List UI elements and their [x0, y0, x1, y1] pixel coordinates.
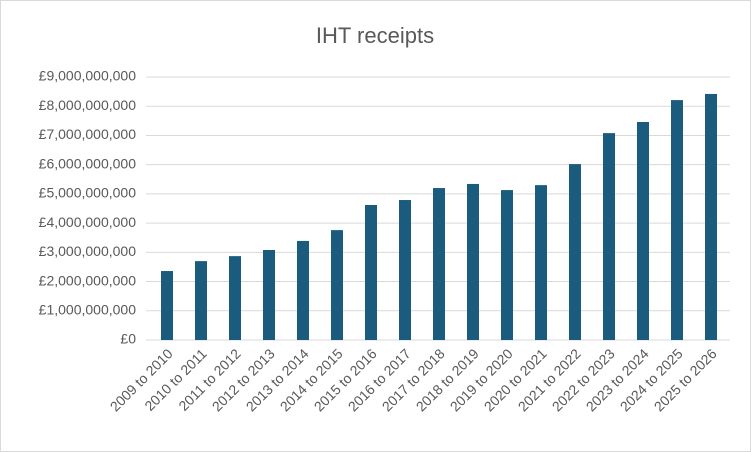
y-tick-label: £2,000,000,000	[39, 272, 137, 288]
y-tick-label: £1,000,000,000	[39, 301, 137, 317]
bar	[195, 261, 207, 340]
y-tick-label: £9,000,000,000	[39, 68, 137, 84]
bar	[263, 249, 275, 340]
chart-title: IHT receipts	[316, 23, 434, 48]
bar	[671, 100, 683, 340]
bar	[603, 133, 615, 340]
y-tick-label: £6,000,000,000	[39, 155, 137, 171]
bar	[467, 183, 479, 340]
bar	[399, 200, 411, 340]
bar	[365, 204, 377, 340]
bar	[161, 271, 173, 340]
bar	[569, 164, 581, 340]
y-tick-label: £3,000,000,000	[39, 243, 137, 259]
y-tick-label: £5,000,000,000	[39, 185, 137, 201]
bar	[637, 122, 649, 340]
bar	[501, 190, 513, 340]
y-tick-label: £8,000,000,000	[39, 97, 137, 113]
bar	[535, 185, 547, 340]
y-tick-label: £0	[120, 331, 136, 347]
bar	[229, 256, 241, 340]
bar	[433, 188, 445, 340]
y-tick-label: £4,000,000,000	[39, 214, 137, 230]
bar	[705, 93, 717, 341]
bar	[331, 230, 343, 340]
bar	[297, 240, 309, 340]
y-tick-label: £7,000,000,000	[39, 126, 137, 142]
